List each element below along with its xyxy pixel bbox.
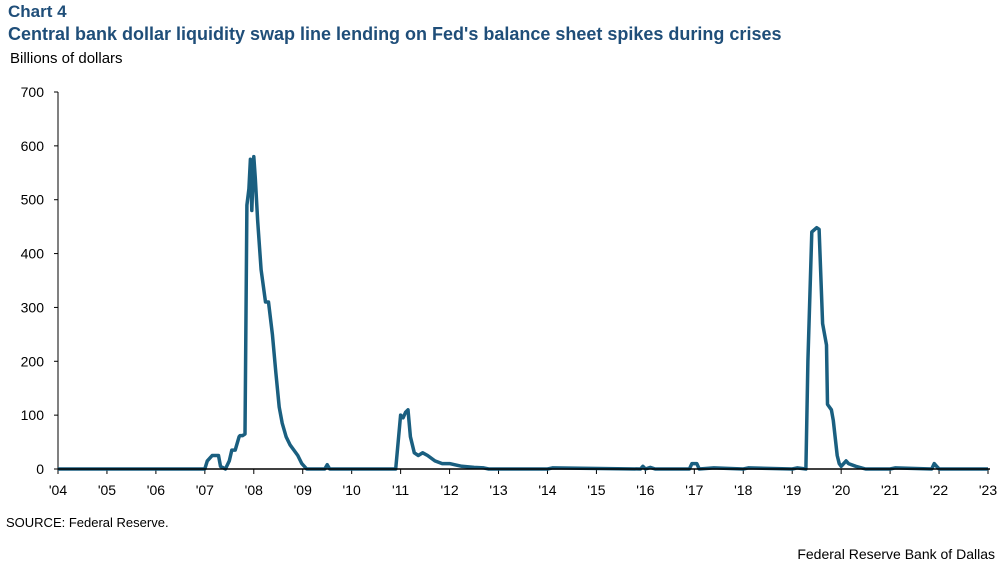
- y-tick-label: 300: [21, 299, 45, 315]
- y-tick-label: 0: [36, 461, 44, 477]
- x-tick-label: '21: [881, 482, 899, 498]
- x-tick-label: '10: [343, 482, 361, 498]
- y-tick-label: 600: [21, 138, 45, 154]
- x-tick-label: '13: [489, 482, 507, 498]
- y-axis-unit-label: Billions of dollars: [10, 50, 123, 67]
- y-tick-label: 500: [21, 192, 45, 208]
- swap-line-series: [58, 154, 988, 471]
- x-tick-label: '11: [392, 482, 409, 498]
- x-tick-label: '22: [930, 482, 948, 498]
- x-tick-label: '19: [783, 482, 801, 498]
- y-tick-label: 200: [21, 353, 45, 369]
- credit-line: Federal Reserve Bank of Dallas: [797, 546, 995, 562]
- x-tick-label: '17: [685, 482, 703, 498]
- source-note: SOURCE: Federal Reserve.: [6, 515, 169, 530]
- x-tick-label: '12: [440, 482, 458, 498]
- x-tick-label: '08: [245, 482, 263, 498]
- x-tick-label: '18: [734, 482, 752, 498]
- x-tick-label: '15: [587, 482, 605, 498]
- x-tick-label: '09: [294, 482, 312, 498]
- x-tick-label: '04: [49, 482, 67, 498]
- y-tick-label: 100: [21, 407, 45, 423]
- x-tick-label: '05: [98, 482, 116, 498]
- y-tick-label: 700: [21, 84, 45, 100]
- x-tick-label: '06: [147, 482, 165, 498]
- chart-label: Chart 4: [8, 2, 67, 21]
- y-tick-label: 400: [21, 246, 45, 262]
- x-tick-label: '23: [979, 482, 997, 498]
- x-tick-label: '16: [636, 482, 654, 498]
- x-tick-label: '07: [196, 482, 214, 498]
- x-tick-label: '14: [538, 482, 556, 498]
- chart-title: Central bank dollar liquidity swap line …: [8, 24, 782, 44]
- x-tick-label: '20: [832, 482, 850, 498]
